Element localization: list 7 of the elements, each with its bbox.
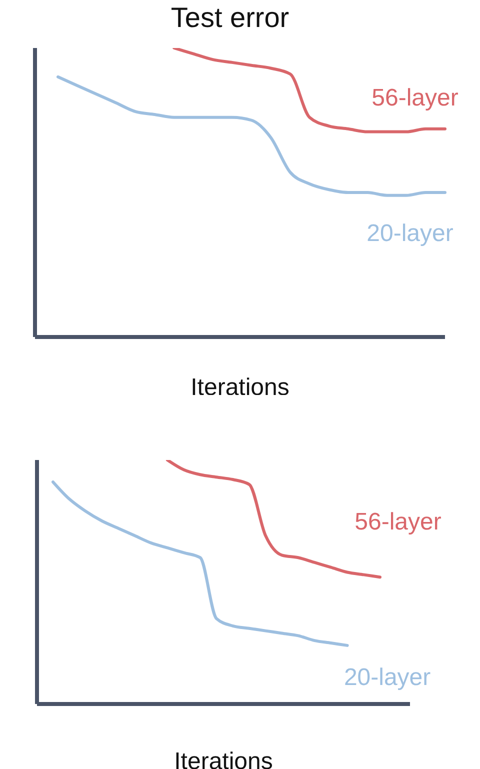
chart-title: Test error <box>170 2 290 34</box>
series-label: 56-layer <box>354 508 442 536</box>
x-axis-title: Iterations <box>174 748 273 769</box>
x-axis-title: Iterations <box>190 374 290 401</box>
series-label: 20-layer <box>366 220 454 247</box>
series-label: 56-layer <box>372 84 458 112</box>
series-label: 20-layer <box>344 664 431 691</box>
